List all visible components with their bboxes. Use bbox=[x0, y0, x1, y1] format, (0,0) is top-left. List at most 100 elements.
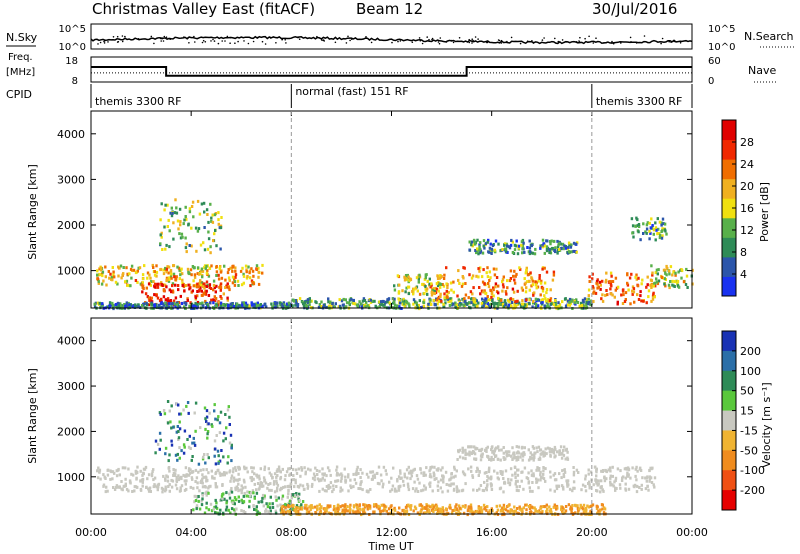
power-cell bbox=[589, 299, 593, 303]
velocity-cell bbox=[595, 474, 598, 478]
velocity-cell bbox=[153, 484, 157, 488]
power-cell bbox=[166, 278, 169, 282]
velocity-cell bbox=[276, 486, 279, 490]
velocity-cell bbox=[198, 507, 202, 511]
velocity-cell bbox=[139, 469, 142, 473]
power-cell bbox=[365, 301, 368, 305]
power-cell bbox=[438, 300, 441, 303]
velocity-cell bbox=[141, 478, 145, 482]
velocity-cell bbox=[442, 480, 445, 484]
power-cell bbox=[171, 282, 175, 286]
power-cell bbox=[172, 299, 176, 303]
velocity-cell bbox=[174, 483, 178, 487]
power-cell bbox=[136, 269, 139, 273]
power-cell bbox=[185, 250, 188, 254]
velocity-cell bbox=[510, 454, 513, 458]
power-cell bbox=[364, 305, 367, 309]
power-cell bbox=[242, 274, 246, 278]
velocity-cell bbox=[198, 489, 201, 493]
velocity-cell bbox=[228, 423, 231, 426]
power-cell bbox=[354, 302, 357, 306]
power-cell bbox=[450, 302, 454, 306]
velocity-cell bbox=[569, 507, 572, 511]
velocity-cell bbox=[529, 451, 532, 455]
velocity-cell bbox=[314, 466, 317, 470]
power-cell bbox=[620, 293, 623, 297]
velocity-cell bbox=[515, 458, 518, 462]
velocity-cell bbox=[640, 487, 643, 491]
power-cell bbox=[543, 281, 547, 285]
nsearch-point bbox=[165, 36, 168, 38]
power-cell bbox=[209, 245, 212, 249]
power-cell bbox=[568, 243, 571, 247]
power-cell bbox=[520, 240, 524, 244]
velocity-cell bbox=[327, 511, 331, 515]
velocity-cell bbox=[189, 468, 192, 472]
velocity-cell bbox=[530, 511, 533, 514]
power-cell bbox=[329, 300, 332, 304]
velocity-cell bbox=[572, 473, 576, 477]
power-cell bbox=[490, 252, 493, 255]
velocity-cell bbox=[425, 504, 429, 508]
power-cell bbox=[636, 218, 639, 222]
power-cell bbox=[205, 208, 209, 212]
power-cell bbox=[250, 279, 254, 283]
velocity-y-axis-label: Slant Range [km] bbox=[26, 368, 39, 464]
velocity-cell bbox=[313, 478, 316, 482]
velocity-cell bbox=[638, 486, 641, 489]
velocity-cell bbox=[441, 506, 444, 510]
velocity-cell bbox=[433, 465, 436, 469]
power-cell bbox=[149, 276, 152, 280]
velocity-cell bbox=[341, 488, 344, 492]
velocity-cell bbox=[291, 507, 295, 511]
velocity-cell bbox=[470, 451, 473, 455]
velocity-cell bbox=[469, 465, 473, 469]
velocity-cell bbox=[320, 505, 323, 509]
power-cell bbox=[109, 272, 112, 276]
velocity-cell bbox=[588, 480, 591, 484]
power-cell bbox=[186, 297, 189, 301]
power-colorbar-tick-label: 24 bbox=[740, 158, 754, 171]
velocity-cell bbox=[403, 472, 406, 476]
power-cell bbox=[247, 265, 250, 269]
power-cell bbox=[209, 251, 212, 255]
nsearch-point bbox=[612, 42, 615, 45]
power-cell bbox=[184, 246, 188, 250]
power-cell bbox=[302, 304, 306, 308]
power-cell bbox=[634, 275, 637, 279]
power-cell bbox=[396, 274, 400, 278]
nsearch-point bbox=[272, 36, 275, 38]
velocity-cell bbox=[150, 472, 154, 476]
power-cell bbox=[209, 287, 213, 290]
nsearch-point bbox=[150, 35, 153, 38]
power-cell bbox=[495, 276, 499, 279]
power-cell bbox=[196, 302, 199, 306]
velocity-cell bbox=[321, 487, 324, 491]
velocity-cell bbox=[569, 505, 573, 509]
velocity-cell bbox=[204, 475, 207, 479]
velocity-cell bbox=[450, 472, 453, 475]
nsearch-point bbox=[474, 36, 477, 38]
velocity-cell bbox=[237, 465, 241, 469]
velocity-cell bbox=[263, 494, 266, 498]
power-cell bbox=[130, 264, 134, 268]
velocity-cell bbox=[484, 448, 487, 452]
power-cell bbox=[554, 246, 557, 250]
velocity-cell bbox=[227, 405, 230, 409]
velocity-cell bbox=[413, 480, 416, 484]
velocity-cell bbox=[197, 499, 200, 503]
power-cell bbox=[516, 252, 520, 256]
power-cell bbox=[442, 277, 446, 280]
power-cell bbox=[228, 305, 231, 308]
velocity-cell bbox=[265, 502, 268, 506]
velocity-cell bbox=[528, 507, 532, 511]
power-cell bbox=[146, 271, 150, 275]
power-cell bbox=[549, 288, 552, 292]
power-cell bbox=[558, 303, 562, 307]
velocity-cell bbox=[377, 504, 380, 508]
velocity-cell bbox=[380, 479, 383, 483]
velocity-cell bbox=[528, 511, 532, 514]
power-cell bbox=[128, 305, 132, 309]
velocity-cell bbox=[314, 511, 317, 514]
velocity-cell bbox=[295, 472, 299, 475]
